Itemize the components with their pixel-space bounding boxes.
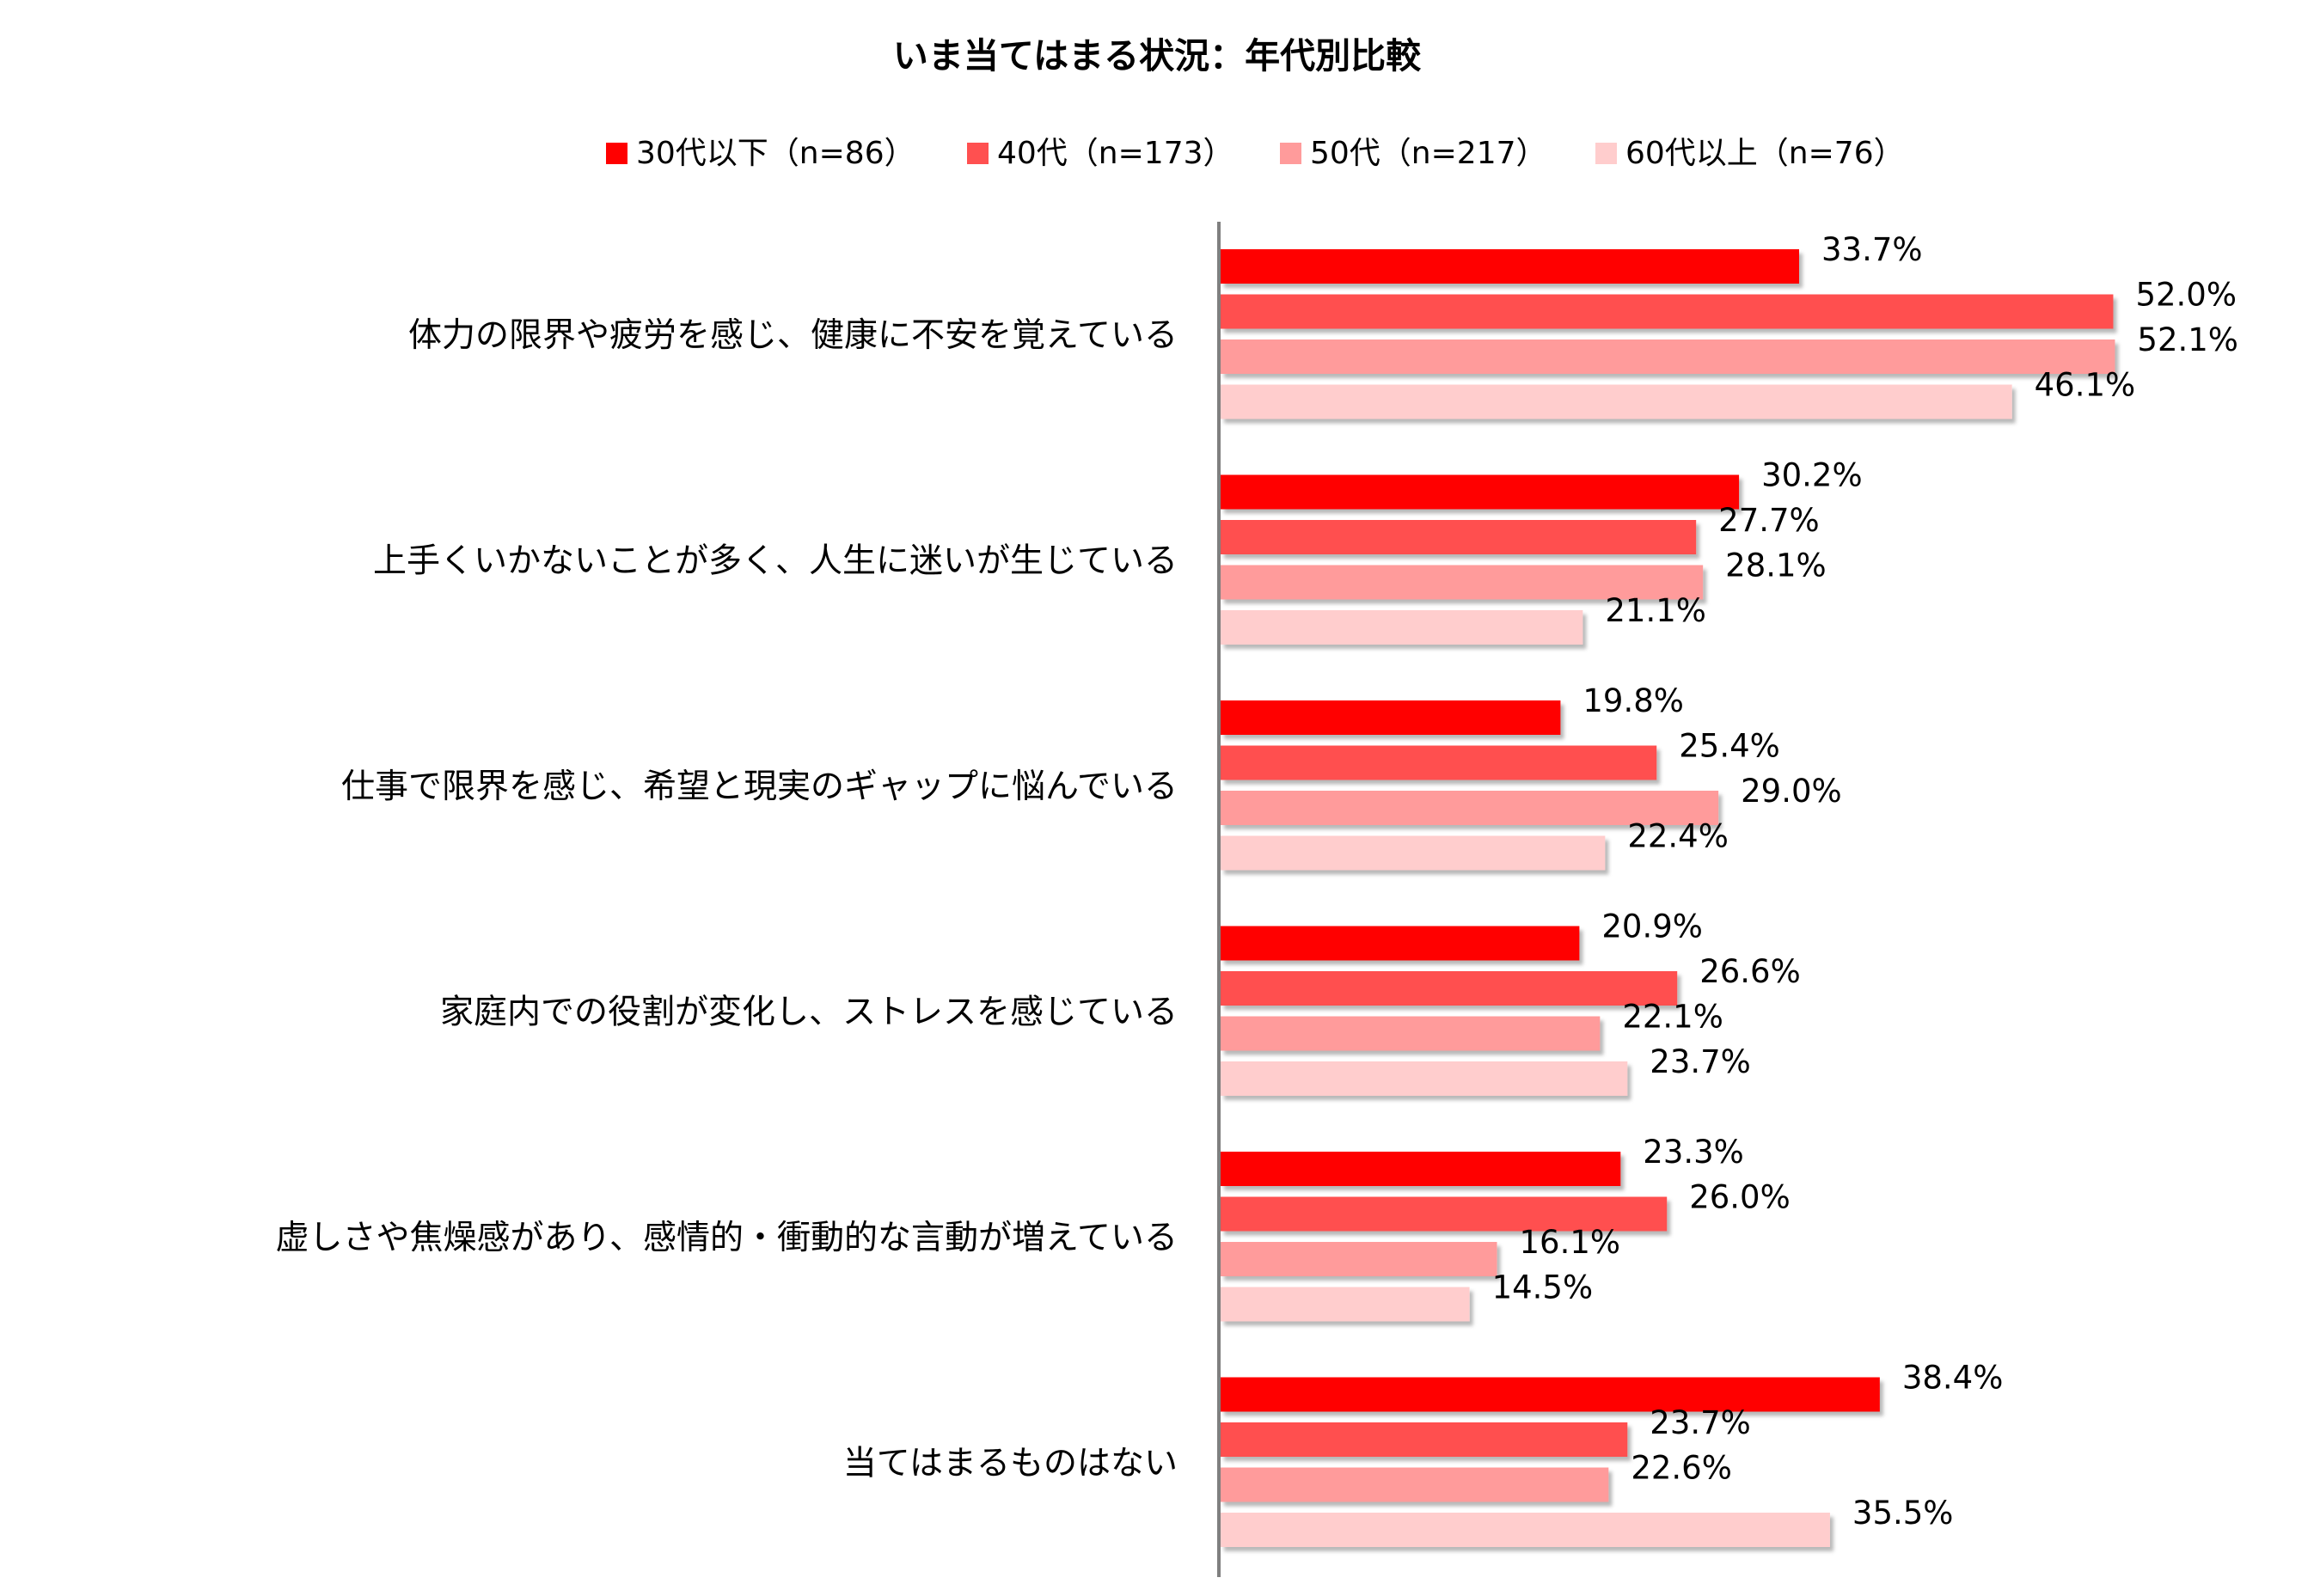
category-label: 仕事で限界を感じ、希望と現実のギャップに悩んでいる	[341, 767, 1178, 806]
bar	[1221, 565, 1704, 600]
value-label: 23.7%	[1650, 1404, 1751, 1441]
bar	[1221, 835, 1606, 871]
category-label: 当てはまるものはない	[843, 1444, 1178, 1483]
bar	[1221, 520, 1697, 554]
bar	[1221, 339, 2115, 374]
bar	[1221, 1287, 1470, 1322]
bar	[1221, 1467, 1609, 1502]
legend-swatch	[1595, 143, 1617, 164]
value-label: 25.4%	[1679, 728, 1780, 765]
chart-title: いま当てはまる状況：年代別比較	[893, 35, 1422, 76]
bar	[1221, 745, 1657, 780]
bar	[1221, 610, 1583, 645]
bar	[1221, 1513, 1830, 1547]
legend: 30代以下（n=86） 40代（n=173） 50代（n=217） 60代以上（n=7…	[606, 136, 1905, 171]
category-label: 家庭内での役割が変化し、ストレスを感じている	[440, 993, 1178, 1031]
value-label: 30.2%	[1761, 457, 1863, 494]
bar	[1221, 1242, 1497, 1276]
value-label: 29.0%	[1741, 773, 1842, 810]
bar	[1221, 474, 1740, 510]
value-labels: 33.7% 52.0% 52.1%46.1% 30.2% 27.7% 28.1% 21.1%…	[1492, 231, 2238, 1532]
value-label: 22.6%	[1631, 1450, 1732, 1487]
legend-swatch	[1280, 143, 1301, 164]
value-label: 22.4%	[1627, 818, 1729, 855]
value-label: 33.7%	[1821, 231, 1923, 268]
bar	[1221, 971, 1678, 1006]
legend-label: 30代以下（n=86）	[636, 136, 915, 171]
bar	[1221, 1152, 1621, 1186]
value-label: 16.1%	[1520, 1224, 1621, 1261]
bar	[1221, 926, 1580, 961]
bar	[1221, 1016, 1601, 1051]
value-label: 23.7%	[1650, 1043, 1751, 1080]
legend-label: 50代（n=217）	[1310, 136, 1547, 171]
category-label: 虚しさや焦燥感があり、感情的・衝動的な言動が増えている	[276, 1219, 1178, 1257]
category-label: 体力の限界や疲労を感じ、健康に不安を覚えている	[408, 316, 1178, 355]
category-label: 上手くいかないことが多く、人生に迷いが生じている	[373, 541, 1178, 580]
bar	[1221, 1377, 1880, 1412]
value-label: 19.8%	[1582, 682, 1684, 719]
value-label: 35.5%	[1852, 1495, 1954, 1532]
value-label: 28.1%	[1725, 547, 1827, 584]
bar	[1221, 1196, 1668, 1232]
bar	[1221, 791, 1719, 825]
value-label: 14.5%	[1492, 1269, 1594, 1306]
bar	[1221, 1422, 1628, 1457]
legend-label: 40代（n=173）	[997, 136, 1234, 171]
value-label: 46.1%	[2035, 367, 2136, 404]
bar	[1221, 384, 2012, 419]
value-label: 27.7%	[1718, 502, 1820, 539]
bar	[1221, 249, 1799, 284]
value-label: 21.1%	[1605, 592, 1706, 629]
bar	[1221, 294, 2114, 329]
value-label: 38.4%	[1902, 1360, 2004, 1397]
value-label: 20.9%	[1601, 908, 1703, 945]
value-label: 52.1%	[2137, 321, 2238, 358]
bars	[1221, 249, 2115, 1547]
value-label: 26.6%	[1699, 953, 1801, 990]
category-labels: 体力の限界や疲労を感じ、健康に不安を覚えている上手くいかないことが多く、人生に迷…	[276, 316, 1178, 1483]
value-label: 26.0%	[1689, 1179, 1791, 1216]
legend-label: 60代以上（n=76）	[1625, 136, 1905, 171]
value-label: 22.1%	[1622, 999, 1723, 1036]
legend-swatch	[606, 143, 627, 164]
value-label: 23.3%	[1643, 1134, 1744, 1171]
legend-swatch	[967, 143, 989, 164]
value-label: 52.0%	[2135, 277, 2237, 314]
bar	[1221, 1061, 1628, 1096]
bar	[1221, 700, 1561, 735]
